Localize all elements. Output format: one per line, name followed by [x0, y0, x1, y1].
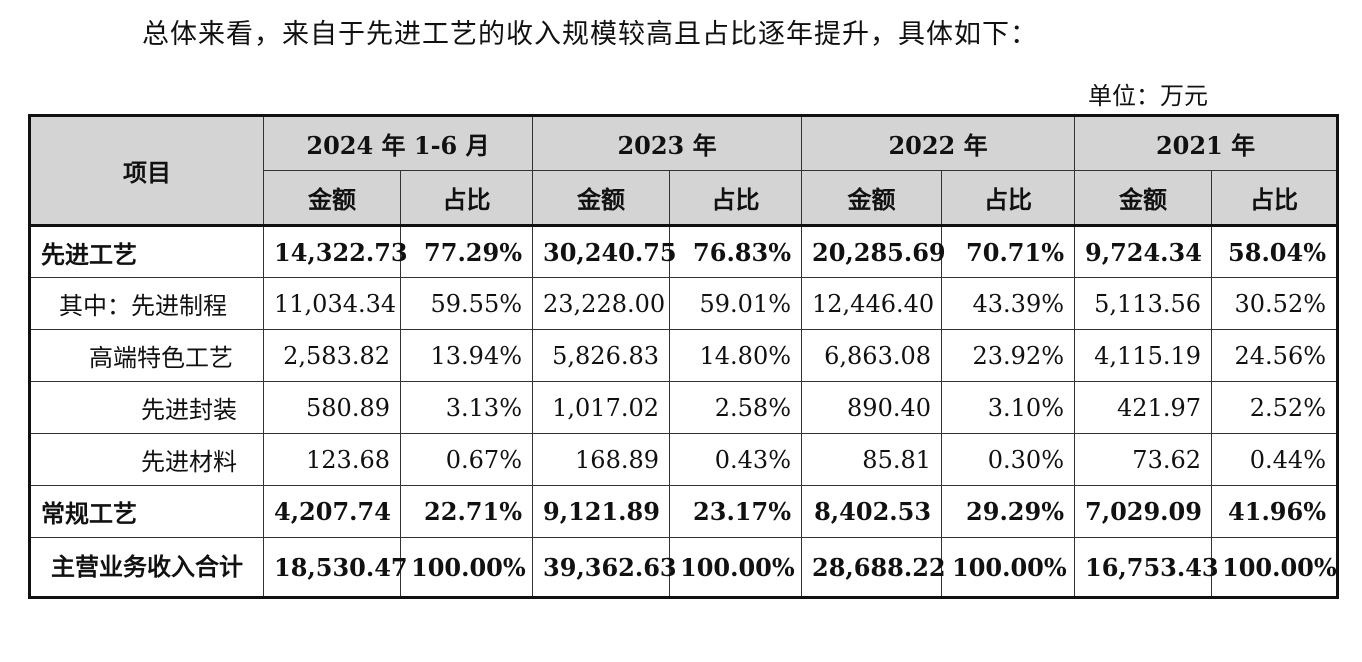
table-row-total: 主营业务收入合计 18,530.47 100.00% 39,362.63 100…	[29, 537, 1339, 598]
cell-amount: 4,207.74	[263, 485, 401, 538]
cell-amount: 39,362.63	[532, 537, 677, 598]
row-label: 其中：先进制程	[29, 277, 264, 330]
table-row: 先进封装 580.89 3.13% 1,017.02 2.58% 890.40 …	[29, 381, 1339, 434]
cell-ratio: 70.71%	[941, 225, 1076, 278]
cell-ratio: 100.00%	[1211, 537, 1339, 598]
cell-amount: 20,285.69	[801, 225, 946, 278]
cell-ratio: 41.96%	[1211, 485, 1339, 538]
cell-amount: 28,688.22	[801, 537, 946, 598]
table-row: 先进材料 123.68 0.67% 168.89 0.43% 85.81 0.3…	[29, 433, 1339, 486]
cell-amount: 73.62	[1074, 433, 1213, 486]
cell-amount: 5,826.83	[532, 329, 671, 382]
cell-ratio: 29.29%	[941, 485, 1076, 538]
header-ratio: 占比	[399, 170, 534, 226]
cell-ratio: 0.67%	[399, 433, 534, 486]
cell-amount: 2,583.82	[263, 329, 401, 382]
cell-ratio: 24.56%	[1211, 329, 1339, 382]
cell-amount: 421.97	[1074, 381, 1213, 434]
cell-amount: 123.68	[263, 433, 401, 486]
cell-amount: 16,753.43	[1074, 537, 1219, 598]
cell-ratio: 77.29%	[399, 225, 534, 278]
cell-amount: 12,446.40	[801, 277, 943, 330]
header-year: 2023 年	[532, 115, 803, 171]
row-label: 高端特色工艺	[29, 329, 264, 382]
cell-ratio: 100.00%	[941, 537, 1076, 598]
cell-ratio: 22.71%	[399, 485, 534, 538]
intro-paragraph: 总体来看，来自于先进工艺的收入规模较高且占比逐年提升，具体如下：	[142, 19, 1038, 50]
cell-ratio: 100.00%	[399, 537, 534, 598]
cell-ratio: 3.10%	[941, 381, 1076, 434]
row-label: 先进封装	[29, 381, 264, 434]
cell-amount: 9,121.89	[532, 485, 671, 538]
cell-amount: 4,115.19	[1074, 329, 1213, 382]
cell-ratio: 76.83%	[669, 225, 803, 278]
cell-ratio: 23.17%	[669, 485, 803, 538]
row-label: 先进工艺	[29, 225, 264, 278]
header-row-years: 项目 2024 年 1-6 月 2023 年 2022 年 2021 年	[29, 115, 1339, 226]
header-ratio: 占比	[941, 170, 1076, 226]
table-row: 高端特色工艺 2,583.82 13.94% 5,826.83 14.80% 6…	[29, 329, 1339, 382]
header-amount: 金额	[1074, 170, 1213, 226]
row-label: 主营业务收入合计	[29, 537, 264, 598]
cell-ratio: 58.04%	[1211, 225, 1339, 278]
cell-amount: 18,530.47	[263, 537, 408, 598]
cell-ratio: 43.39%	[941, 277, 1076, 330]
header-ratio: 占比	[1211, 170, 1339, 226]
cell-amount: 8,402.53	[801, 485, 943, 538]
header-year: 2021 年	[1074, 115, 1339, 171]
table-row: 其中：先进制程 11,034.34 59.55% 23,228.00 59.01…	[29, 277, 1339, 330]
header-amount: 金额	[801, 170, 943, 226]
cell-amount: 23,228.00	[532, 277, 671, 330]
row-label: 先进材料	[29, 433, 264, 486]
cell-amount: 85.81	[801, 433, 943, 486]
cell-amount: 580.89	[263, 381, 401, 434]
cell-ratio: 23.92%	[941, 329, 1076, 382]
unit-label: 单位：万元	[1088, 82, 1208, 110]
header-amount: 金额	[263, 170, 401, 226]
cell-ratio: 13.94%	[399, 329, 534, 382]
header-amount: 金额	[532, 170, 671, 226]
cell-amount: 890.40	[801, 381, 943, 434]
revenue-table: 项目 2024 年 1-6 月 2023 年 2022 年 2021 年 金额 …	[28, 114, 1340, 599]
cell-amount: 6,863.08	[801, 329, 943, 382]
cell-ratio: 14.80%	[669, 329, 803, 382]
cell-ratio: 0.44%	[1211, 433, 1339, 486]
header-item: 项目	[29, 115, 264, 226]
cell-amount: 30,240.75	[532, 225, 677, 278]
cell-ratio: 3.13%	[399, 381, 534, 434]
header-row-sub: 金额 占比 金额 占比 金额 占比 金额 占比	[30, 170, 1339, 226]
cell-ratio: 59.55%	[399, 277, 534, 330]
cell-ratio: 2.58%	[669, 381, 803, 434]
table-row: 常规工艺 4,207.74 22.71% 9,121.89 23.17% 8,4…	[29, 485, 1339, 538]
row-label: 常规工艺	[29, 485, 264, 538]
cell-amount: 168.89	[532, 433, 671, 486]
cell-ratio: 30.52%	[1211, 277, 1339, 330]
cell-amount: 9,724.34	[1074, 225, 1213, 278]
header-ratio: 占比	[669, 170, 803, 226]
cell-ratio: 0.30%	[941, 433, 1076, 486]
cell-ratio: 0.43%	[669, 433, 803, 486]
header-year: 2024 年 1-6 月	[262, 115, 534, 171]
cell-ratio: 100.00%	[669, 537, 803, 598]
header-year: 2022 年	[801, 115, 1076, 171]
cell-ratio: 2.52%	[1211, 381, 1339, 434]
cell-amount: 14,322.73	[263, 225, 408, 278]
cell-amount: 7,029.09	[1074, 485, 1213, 538]
cell-amount: 1,017.02	[532, 381, 671, 434]
cell-ratio: 59.01%	[669, 277, 803, 330]
table-row: 先进工艺 14,322.73 77.29% 30,240.75 76.83% 2…	[29, 225, 1339, 278]
cell-amount: 11,034.34	[263, 277, 401, 330]
cell-amount: 5,113.56	[1074, 277, 1213, 330]
